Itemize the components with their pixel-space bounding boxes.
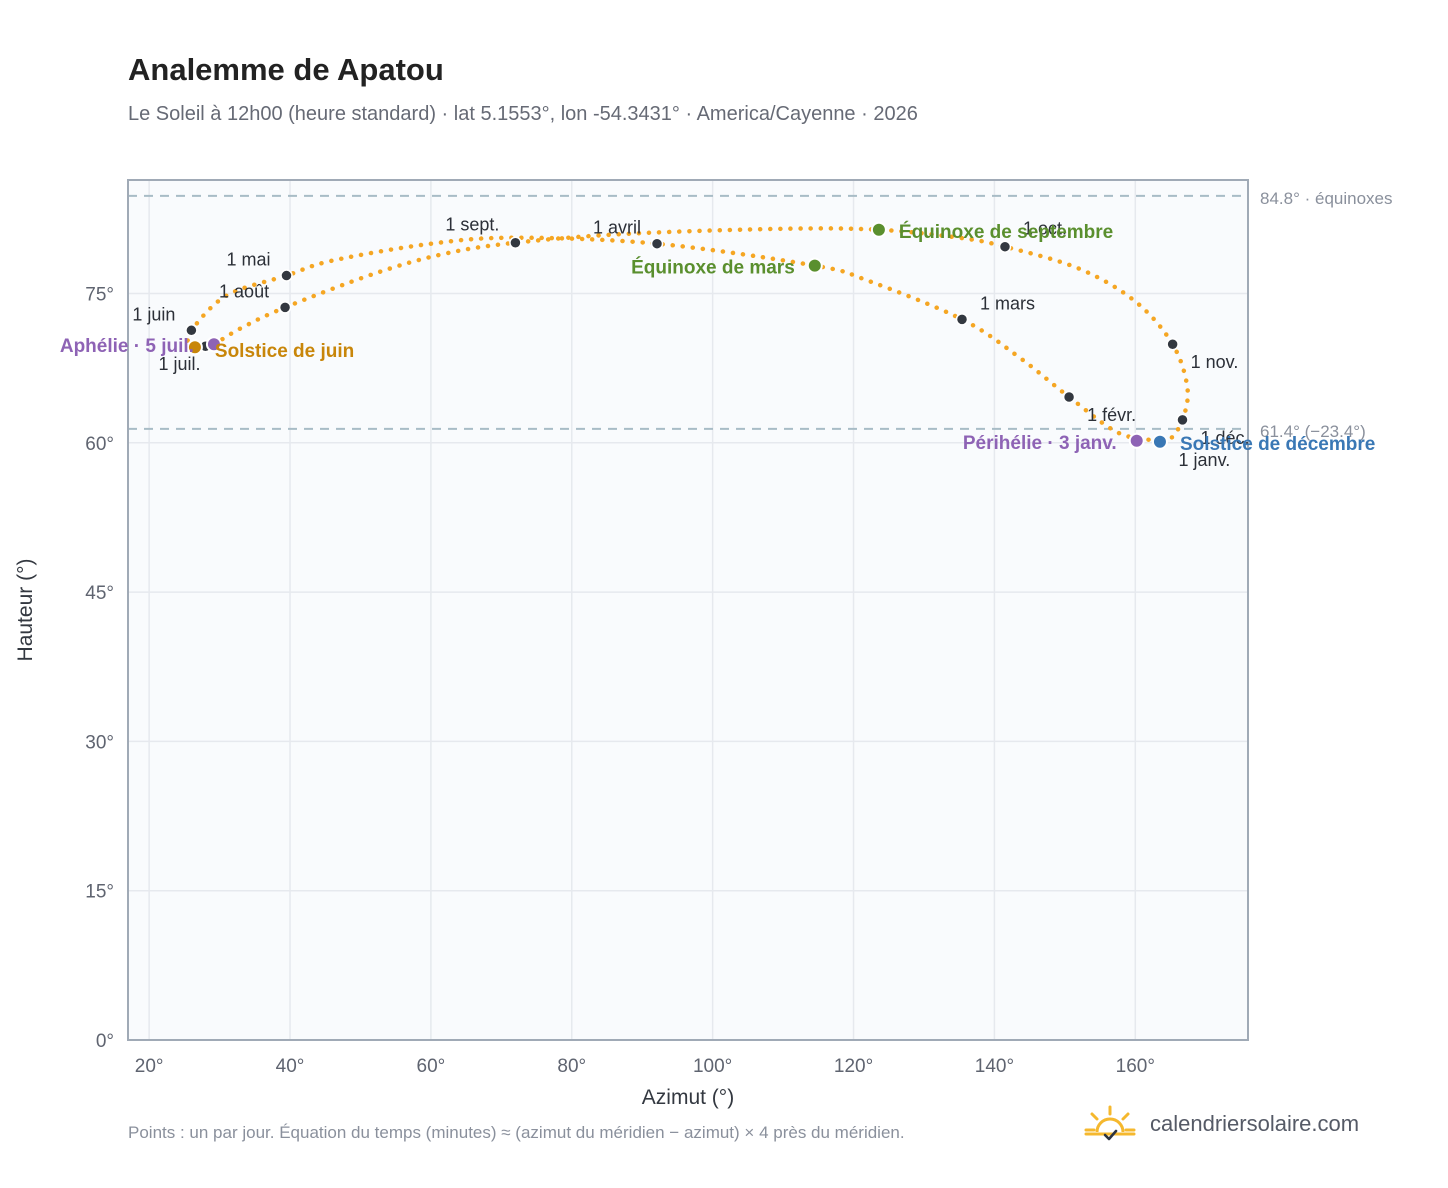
y-tick-label: 15° (85, 882, 114, 903)
month-label: 1 févr. (1087, 405, 1136, 425)
x-tick-label: 60° (417, 1056, 446, 1077)
month-label: 1 juil. (158, 354, 200, 374)
month-marker (185, 324, 198, 337)
month-marker (998, 240, 1012, 253)
event-marker (186, 339, 203, 356)
data-layer (185, 221, 1191, 450)
month-marker (509, 236, 522, 249)
month-marker (278, 301, 292, 314)
x-tick-label: 20° (135, 1056, 164, 1077)
month-marker (1062, 390, 1076, 404)
month-label: 1 mars (980, 293, 1035, 313)
x-tick-label: 100° (693, 1056, 732, 1077)
event-label: Solstice de juin (215, 341, 354, 362)
axis-layer: 20° 40° 60° 80° 100° 120° 140° 160° 0° 15° 30° 45° 6… (14, 179, 1249, 1109)
chart-subtitle: Le Soleil à 12h00 (heure standard) · lat… (128, 103, 918, 125)
x-tick-label: 160° (1116, 1056, 1155, 1077)
month-label: 1 nov. (1191, 352, 1239, 372)
event-marker (1151, 433, 1168, 450)
month-label: 1 sept. (445, 215, 499, 235)
y-tick-label: 0° (96, 1031, 114, 1052)
month-label: 1 oct. (1023, 219, 1067, 239)
reference-line-label: 61.4° (−23.4°) (1260, 422, 1366, 441)
month-label: 1 mai (226, 250, 270, 270)
event-marker (806, 257, 823, 274)
plot-area (128, 180, 1248, 1040)
plot-frame (127, 179, 1249, 1041)
month-label: 1 janv. (1179, 450, 1231, 470)
month-label: 1 juin (132, 304, 175, 324)
x-tick-label: 80° (557, 1056, 586, 1077)
event-label: Équinoxe de mars (631, 257, 795, 279)
month-label: 1 déc. (1200, 428, 1249, 448)
x-tick-label: 120° (834, 1056, 873, 1077)
month-label: 1 avril (593, 218, 641, 238)
footnote: Points : un par jour. Équation du temps … (128, 1123, 905, 1142)
month-marker (280, 269, 293, 282)
chart-title: Analemme de Apatou (128, 52, 444, 87)
event-label: Solstice de décembre (1180, 434, 1375, 455)
event-marker (1128, 432, 1145, 449)
month-label: 1 août (219, 281, 269, 301)
brand-name[interactable]: calendriersolaire.com (1150, 1111, 1360, 1136)
y-tick-label: 45° (85, 583, 114, 604)
reference-line-label: 84.8° · équinoxes (1260, 189, 1393, 208)
event-marker (205, 336, 222, 353)
y-tick-label: 60° (85, 434, 114, 455)
event-label: Aphélie · 5 juil. (60, 336, 194, 357)
x-tick-label: 40° (276, 1056, 305, 1077)
sun-logo-icon (1084, 1105, 1136, 1141)
grid-layer (128, 180, 1248, 1041)
event-label: Équinoxe de septembre (899, 221, 1113, 243)
brand[interactable]: calendriersolaire.com (1082, 1104, 1359, 1144)
event-label: Périhélie · 3 janv. (963, 433, 1117, 454)
month-marker (1166, 337, 1179, 351)
x-axis-label: Azimut (°) (642, 1086, 734, 1109)
month-marker (650, 237, 664, 250)
y-axis-label: Hauteur (°) (14, 559, 37, 662)
y-tick-label: 30° (85, 732, 114, 753)
month-marker (955, 313, 969, 326)
month-marker (1176, 413, 1189, 427)
x-tick-label: 140° (975, 1056, 1014, 1077)
y-tick-label: 75° (85, 284, 114, 305)
event-marker (870, 221, 887, 238)
